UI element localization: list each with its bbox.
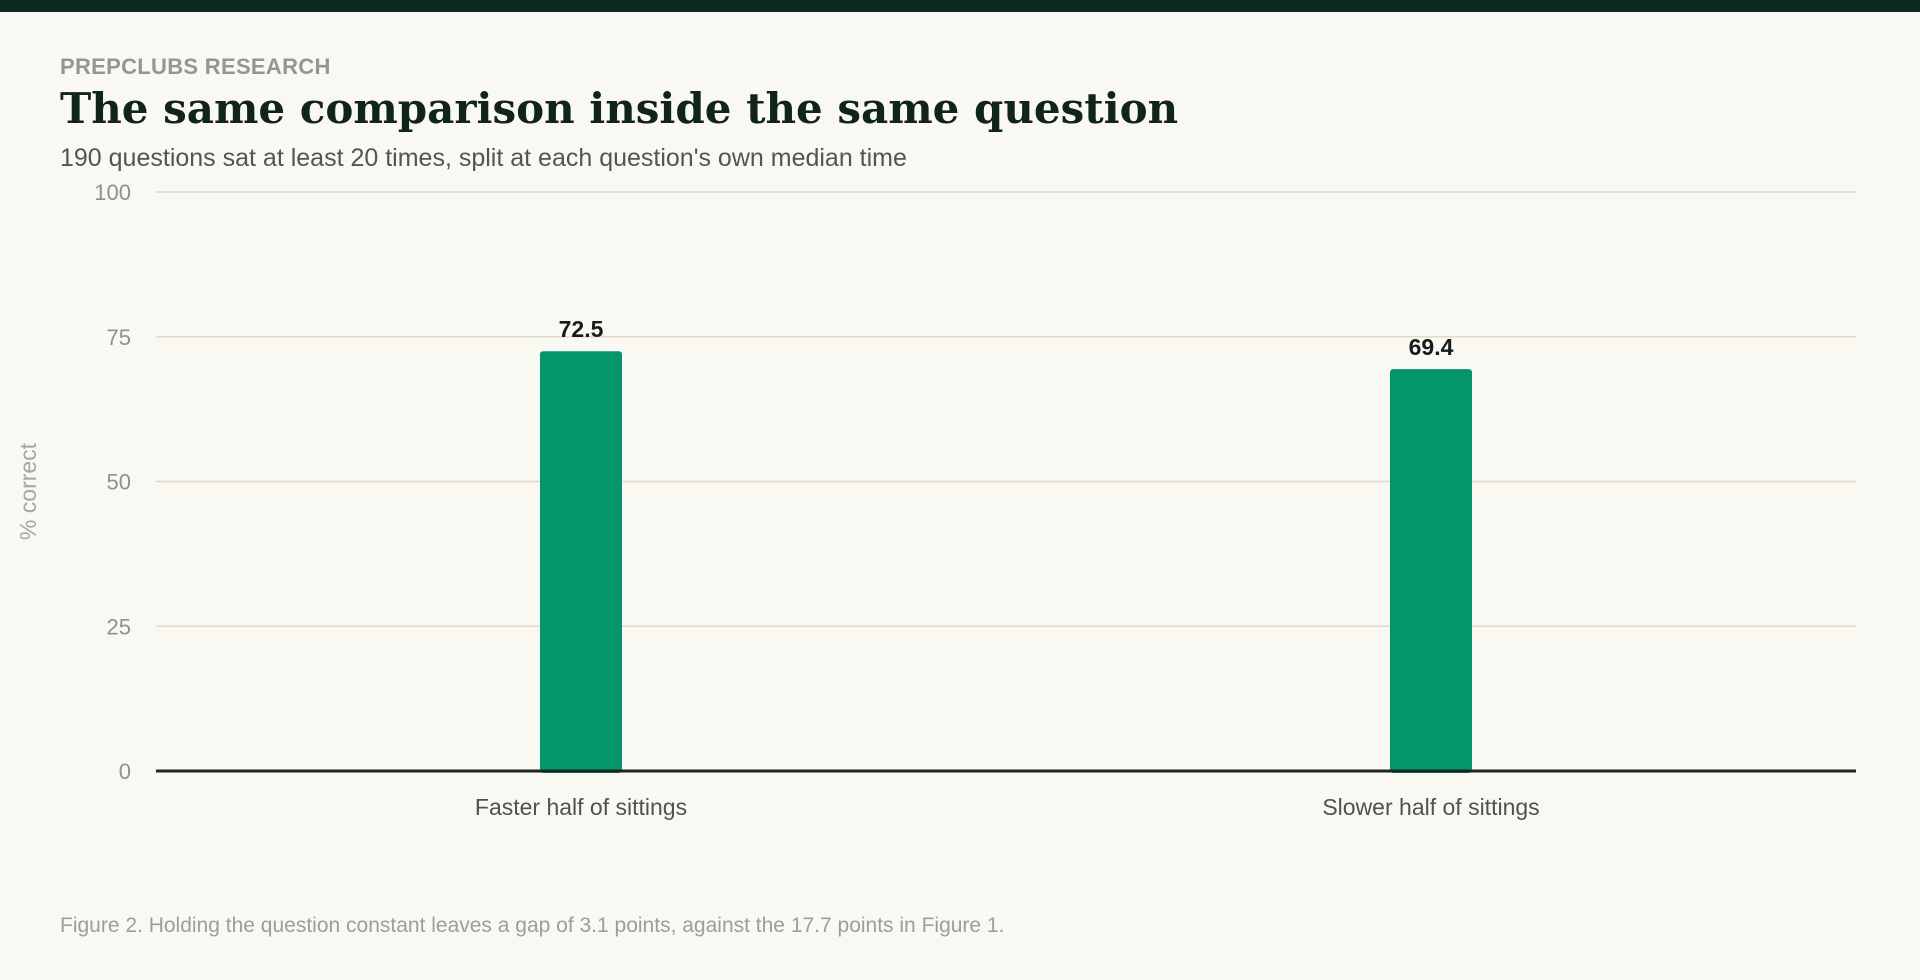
y-tick-label: 100 (94, 180, 131, 205)
bar (540, 351, 622, 773)
y-tick-label: 75 (107, 325, 131, 350)
top-accent-bar (0, 0, 1920, 12)
figure-caption: Figure 2. Holding the question constant … (60, 914, 1005, 937)
chart-subtitle: 190 questions sat at least 20 times, spl… (60, 144, 907, 172)
x-category-label: Slower half of sittings (1322, 794, 1539, 820)
bar-value-label: 72.5 (559, 316, 604, 342)
y-tick-label: 50 (107, 470, 131, 495)
y-tick-label: 0 (119, 759, 131, 784)
y-axis-label: % correct (15, 442, 41, 540)
eyebrow-label: PREPCLUBS RESEARCH (60, 54, 331, 79)
x-category-label: Faster half of sittings (475, 794, 687, 820)
bar (1390, 369, 1472, 773)
chart-title: The same comparison inside the same ques… (60, 84, 1179, 133)
y-tick-label: 25 (107, 614, 131, 639)
bar-value-label: 69.4 (1409, 334, 1454, 360)
